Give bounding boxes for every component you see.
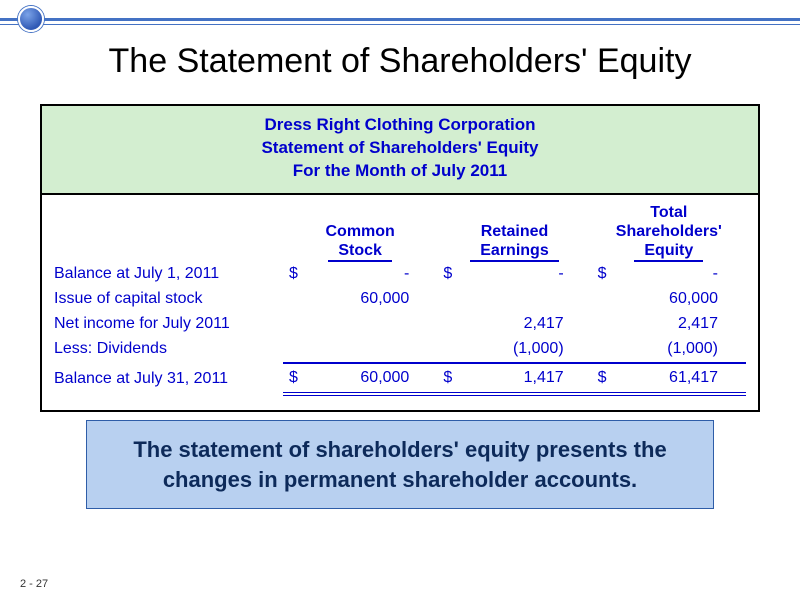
col3-head-line2: Equity <box>634 241 703 262</box>
table-row: Issue of capital stock 60,000 60,000 <box>54 287 746 312</box>
currency-symbol: $ <box>283 366 307 391</box>
currency-symbol: $ <box>283 262 307 287</box>
cell-value: 1,417 <box>461 366 591 391</box>
slide-top-rule-thick <box>0 18 800 21</box>
row-label: Less: Dividends <box>54 337 283 362</box>
cell-value: (1,000) <box>616 337 746 362</box>
cell-value: 60,000 <box>616 287 746 312</box>
row-label: Balance at July 31, 2011 <box>54 367 283 392</box>
page-number: 2 - 27 <box>20 578 48 590</box>
row-label: Balance at July 1, 2011 <box>54 262 283 287</box>
currency-symbol: $ <box>437 262 461 287</box>
table-row-total: Balance at July 31, 2011 $60,000 $1,417 … <box>54 362 746 397</box>
row-label: Net income for July 2011 <box>54 312 283 337</box>
col2-head-line1: Retained <box>437 222 591 241</box>
company-name: Dress Right Clothing Corporation <box>42 114 758 137</box>
statement-header: Dress Right Clothing Corporation Stateme… <box>42 106 758 195</box>
callout-box: The statement of shareholders' equity pr… <box>86 420 714 509</box>
currency-symbol: $ <box>592 366 616 391</box>
statement-period: For the Month of July 2011 <box>42 160 758 183</box>
col3-head-line1: Shareholders' <box>592 222 746 241</box>
cell-value: 61,417 <box>616 366 746 391</box>
equity-grid: . Common Stock . Retained Earnings Total… <box>42 195 758 411</box>
col1-head-line2: Stock <box>328 241 392 262</box>
column-headers: . Common Stock . Retained Earnings Total… <box>54 201 746 263</box>
table-row: Net income for July 2011 2,417 2,417 <box>54 312 746 337</box>
cell-value: 2,417 <box>616 312 746 337</box>
cell-value: - <box>616 262 746 287</box>
cell-value: 60,000 <box>307 287 437 312</box>
cell-value: 2,417 <box>461 312 591 337</box>
table-row: Balance at July 1, 2011 $- $- $- <box>54 262 746 287</box>
col3-head-top: Total <box>592 203 746 222</box>
slide-title: The Statement of Shareholders' Equity <box>0 42 800 81</box>
col2-head-line2: Earnings <box>470 241 558 262</box>
statement-title: Statement of Shareholders' Equity <box>42 137 758 160</box>
cell-value: - <box>307 262 437 287</box>
cell-value: (1,000) <box>461 337 591 362</box>
table-row: Less: Dividends (1,000) (1,000) <box>54 337 746 362</box>
callout-text: The statement of shareholders' equity pr… <box>107 435 693 494</box>
cell-value: 60,000 <box>307 366 437 391</box>
col1-head-line1: Common <box>283 222 437 241</box>
slide-top-rule-thin <box>0 24 800 25</box>
cell-value: - <box>461 262 591 287</box>
equity-statement-table: Dress Right Clothing Corporation Stateme… <box>40 104 760 412</box>
currency-symbol: $ <box>592 262 616 287</box>
slide-bullet-icon <box>18 6 44 32</box>
row-label: Issue of capital stock <box>54 287 283 312</box>
currency-symbol: $ <box>437 366 461 391</box>
